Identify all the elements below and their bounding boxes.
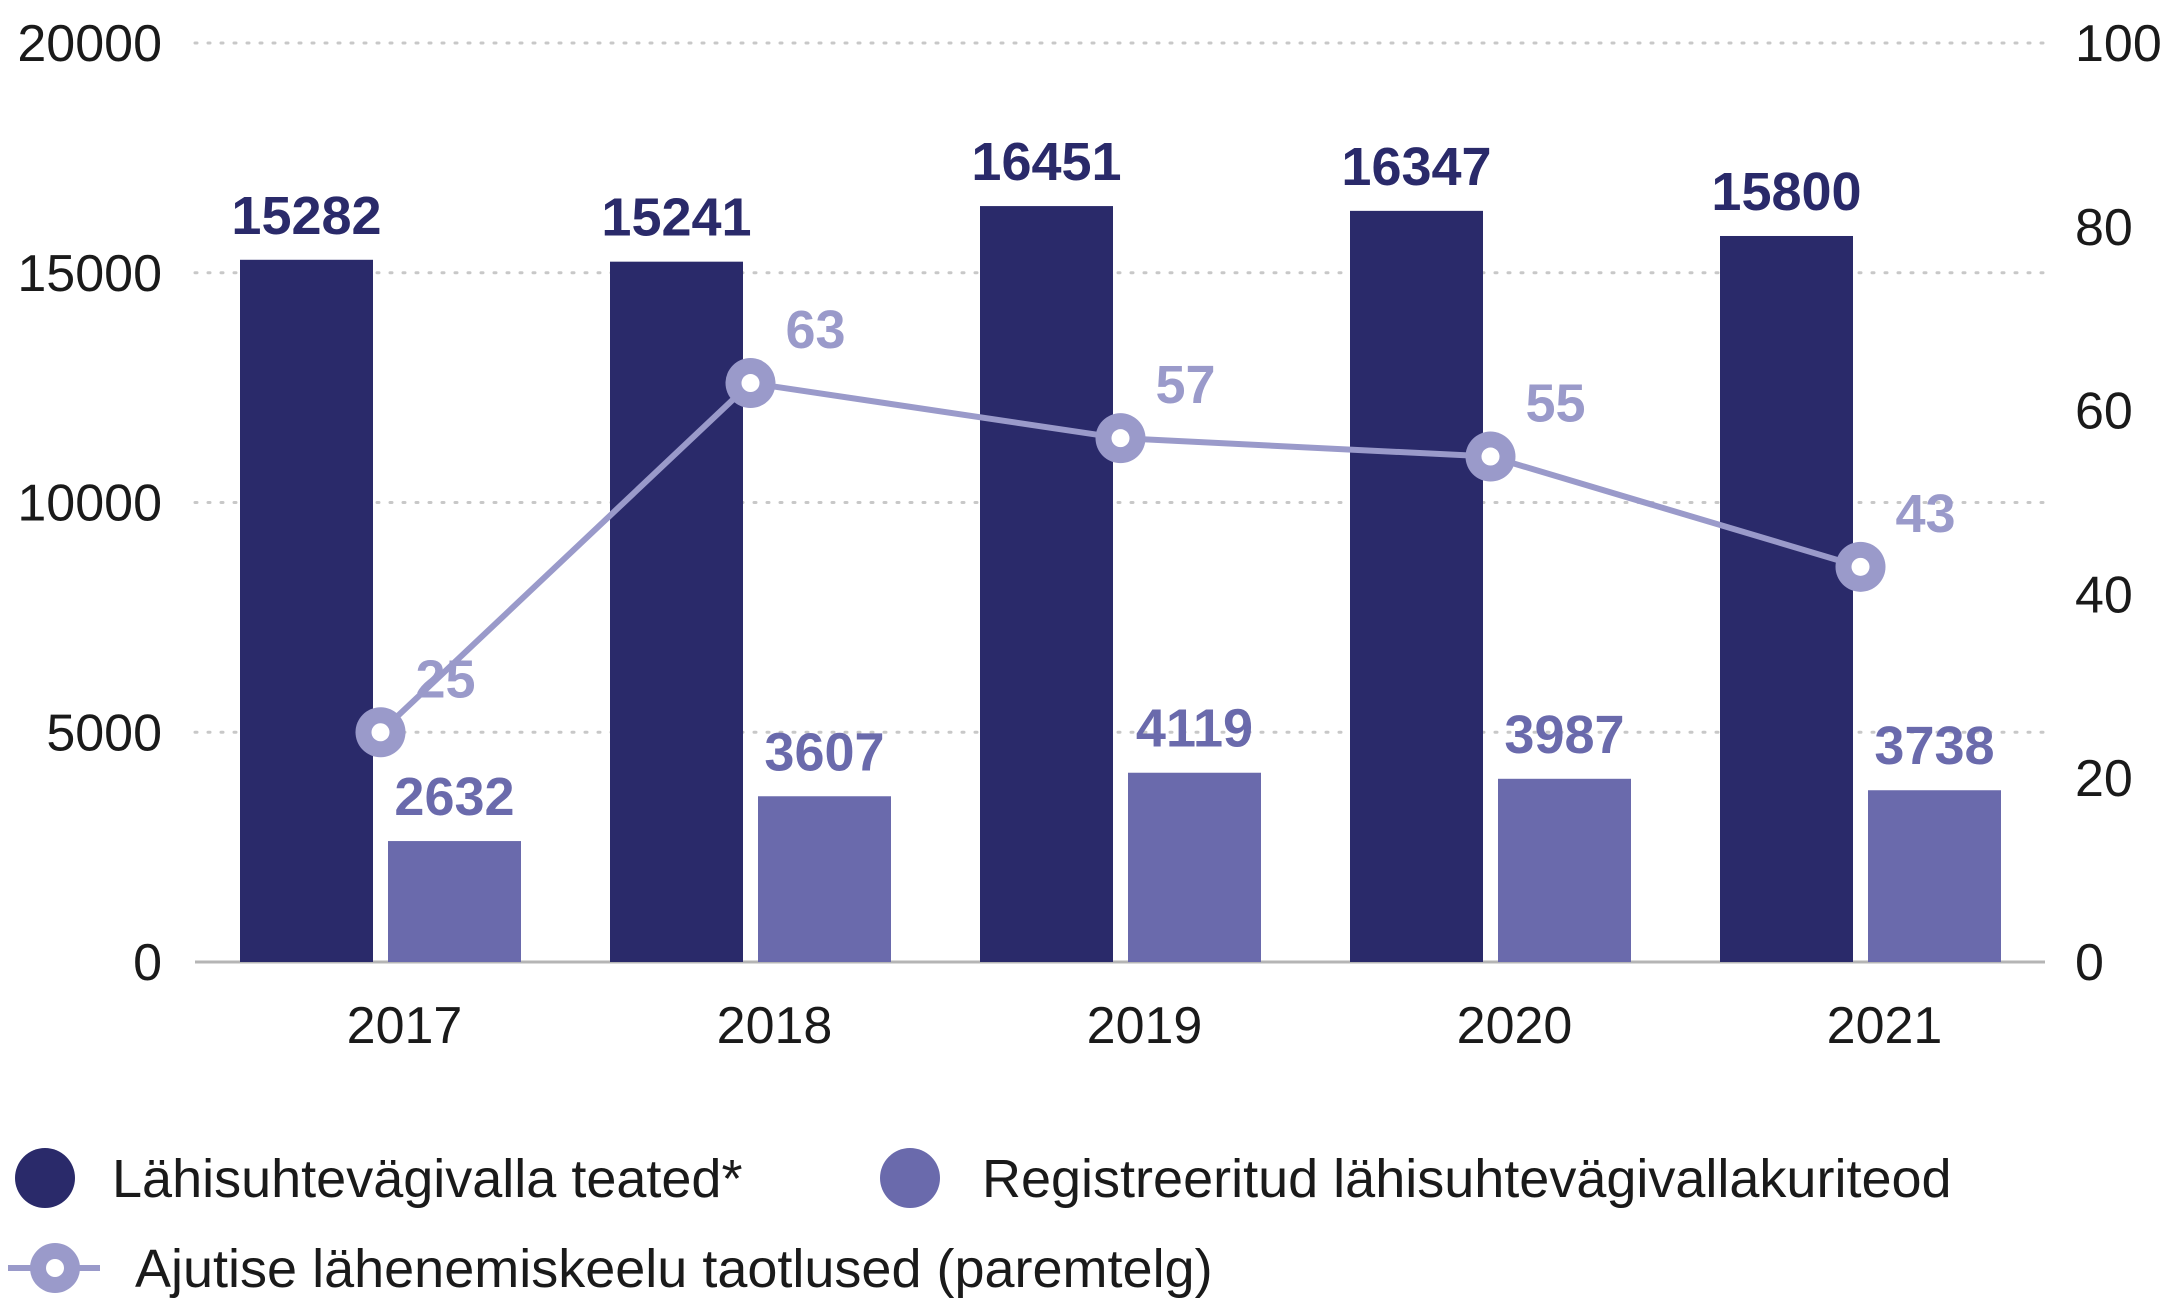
- right-axis-ticks: 0 20 40 60 80 100: [2075, 15, 2162, 992]
- bar-label-teated: 16451: [971, 132, 1121, 192]
- line-point-center: [371, 723, 390, 742]
- line-label-taotlused: 43: [1896, 484, 1956, 544]
- legend-label-teated: Lähisuhtevägivalla teated*: [112, 1149, 742, 1209]
- bar-label-kuriteod: 2632: [394, 767, 514, 827]
- left-axis-ticks: 0 5000 10000 15000 20000: [17, 15, 162, 992]
- right-tick-label: 20: [2075, 750, 2133, 808]
- bar-label-teated: 15241: [601, 188, 751, 248]
- x-tick-label: 2017: [347, 997, 463, 1055]
- bar-teated: [240, 259, 373, 962]
- right-tick-label: 80: [2075, 199, 2133, 257]
- bar-kuriteod: [1128, 772, 1261, 962]
- line-point-center: [1851, 557, 1870, 576]
- left-tick-label: 5000: [46, 704, 162, 762]
- left-tick-label: 20000: [17, 15, 162, 73]
- line-point-center: [1111, 429, 1130, 448]
- line-point-center: [741, 374, 760, 393]
- left-tick-label: 15000: [17, 245, 162, 303]
- bars: [240, 206, 2001, 963]
- legend: Lähisuhtevägivalla teated* Registreeritud…: [8, 1148, 1952, 1299]
- bar-teated: [1350, 210, 1483, 962]
- bar-kuriteod: [758, 796, 891, 962]
- right-tick-label: 100: [2075, 15, 2162, 73]
- left-tick-label: 10000: [17, 475, 162, 533]
- bar-label-teated: 16347: [1341, 137, 1491, 197]
- right-tick-label: 40: [2075, 566, 2133, 624]
- bar-label-teated: 15800: [1711, 162, 1861, 222]
- line-label-taotlused: 63: [786, 300, 846, 360]
- bar-kuriteod: [1868, 790, 2001, 962]
- legend-swatch-kuriteod: [880, 1148, 940, 1208]
- legend-label-taotlused: Ajutise lähenemiskeelu taotlused (paremt…: [135, 1239, 1213, 1299]
- legend-label-kuriteod: Registreeritud lähisuhtevägivallakuriteo…: [982, 1149, 1952, 1209]
- x-tick-label: 2021: [1827, 997, 1943, 1055]
- legend-swatch-teated: [15, 1148, 75, 1208]
- bar-teated: [610, 261, 743, 963]
- line-label-taotlused: 25: [416, 649, 476, 709]
- bar-label-teated: 15282: [231, 186, 381, 246]
- x-tick-label: 2018: [717, 997, 833, 1055]
- bar-teated: [1720, 235, 1853, 963]
- bar-label-kuriteod: 4119: [1136, 699, 1253, 759]
- bar-label-kuriteod: 3607: [764, 722, 884, 782]
- left-tick-label: 0: [133, 934, 162, 992]
- bar-teated: [980, 206, 1113, 963]
- line-label-taotlused: 55: [1526, 374, 1586, 434]
- line-series: [355, 358, 1886, 758]
- right-tick-label: 60: [2075, 383, 2133, 441]
- bar-kuriteod: [388, 841, 521, 962]
- x-axis-ticks: 2017 2018 2019 2020 2021: [347, 997, 1943, 1055]
- x-tick-label: 2020: [1457, 997, 1573, 1055]
- bar-label-kuriteod: 3987: [1504, 705, 1624, 765]
- right-tick-label: 0: [2075, 934, 2104, 992]
- bar-kuriteod: [1498, 778, 1631, 962]
- bar-label-kuriteod: 3738: [1874, 716, 1994, 776]
- data-labels: 15282 2632 15241 3607 16451 4119 16347 3987 1580…: [231, 132, 1994, 827]
- line-label-taotlused: 57: [1156, 355, 1216, 415]
- legend-marker-center: [46, 1259, 64, 1277]
- x-tick-label: 2019: [1087, 997, 1203, 1055]
- line-point-center: [1481, 447, 1500, 466]
